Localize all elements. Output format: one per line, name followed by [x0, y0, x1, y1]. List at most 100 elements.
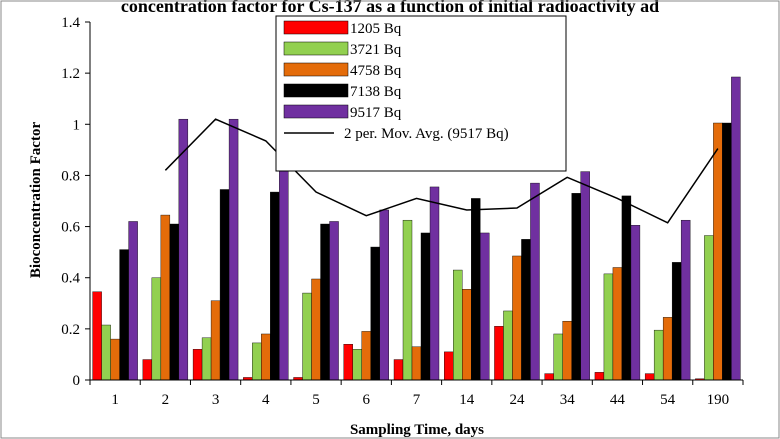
x-tick-label: 54: [660, 392, 676, 408]
bar-4758-bq-6: [361, 331, 371, 381]
bar-7138-bq-54: [671, 262, 682, 381]
bar-4758-bq-5: [311, 278, 321, 381]
bar-4758-bq-3: [210, 300, 221, 381]
legend-swatch-3721-bq: [283, 41, 349, 56]
y-tick-label: 0.6: [61, 220, 80, 236]
bar-9517-bq-190: [731, 76, 741, 381]
bar-4758-bq-44: [612, 267, 623, 381]
x-tick-label: 190: [707, 392, 730, 408]
legend-swatch-7138-bq: [283, 83, 349, 98]
legend-swatch-4758-bq: [283, 62, 349, 77]
x-tick-label: 7: [413, 392, 421, 408]
trendline-layer: [164, 118, 719, 224]
y-tick-label: 1: [73, 117, 81, 133]
bar-3721-bq-14: [453, 269, 463, 381]
bar-9517-bq-1: [128, 221, 138, 381]
bar-7138-bq-2: [169, 223, 180, 381]
legend-swatch-9517-bq: [283, 104, 349, 119]
legend-label: 7138 Bq: [350, 84, 402, 100]
bar-1205-bq-7: [393, 359, 404, 381]
bar-9517-bq-54: [680, 219, 691, 381]
trendline-moving-average: [164, 118, 719, 224]
x-axis-title: Sampling Time, days: [350, 422, 484, 438]
x-tick-label: 5: [312, 392, 320, 408]
x-tick-label: 3: [212, 392, 220, 408]
bar-4758-bq-54: [662, 317, 673, 381]
bar-7138-bq-24: [521, 239, 531, 381]
bar-3721-bq-7: [402, 219, 413, 381]
legend-label: 1205 Bq: [350, 21, 402, 37]
bar-9517-bq-7: [429, 186, 440, 381]
x-tick-label: 14: [459, 392, 475, 408]
bar-3721-bq-3: [201, 337, 212, 381]
bar-4758-bq-1: [110, 338, 120, 381]
y-axis-title: Bioconcentration Factor: [28, 122, 44, 279]
bar-9517-bq-34: [580, 171, 590, 381]
bar-9517-bq-2: [178, 118, 189, 381]
bar-7138-bq-14: [471, 198, 481, 381]
bar-7138-bq-5: [320, 223, 330, 381]
bar-7138-bq-44: [621, 195, 632, 381]
bar-1205-bq-34: [544, 373, 554, 381]
bar-4758-bq-14: [462, 289, 472, 381]
bar-7138-bq-6: [370, 246, 380, 381]
bar-4758-bq-7: [411, 346, 422, 381]
bar-9517-bq-6: [379, 209, 389, 381]
bar-7138-bq-190: [722, 122, 732, 381]
y-tick-label: 0: [73, 373, 81, 389]
bar-1205-bq-44: [594, 372, 605, 381]
x-tick-label: 4: [262, 392, 270, 408]
bar-7138-bq-1: [119, 249, 129, 381]
bar-9517-bq-3: [228, 118, 239, 381]
bar-3721-bq-44: [603, 273, 614, 381]
bar-1205-bq-6: [343, 344, 353, 381]
bar-4758-bq-190: [713, 122, 723, 381]
bars-layer: [92, 76, 741, 381]
y-tick-label: 0.4: [61, 271, 80, 287]
bar-7138-bq-7: [420, 232, 431, 381]
bar-4758-bq-2: [160, 214, 171, 381]
y-tick-label: 0.8: [61, 168, 80, 184]
legend-label: 2 per. Mov. Avg. (9517 Bq): [344, 126, 509, 142]
bar-1205-bq-24: [494, 326, 504, 381]
bar-7138-bq-34: [571, 193, 581, 381]
bar-1205-bq-1: [92, 291, 102, 381]
bar-3721-bq-190: [704, 235, 714, 381]
y-tick-label: 1.2: [61, 66, 80, 82]
x-tick-label: 2: [162, 392, 170, 408]
legend-swatch-1205-bq: [283, 20, 349, 35]
bar-9517-bq-5: [329, 221, 339, 381]
x-tick-label: 1: [111, 392, 119, 408]
legend: 1205 Bq 3721 Bq 4758 Bq 7138 Bq 9517 Bq 2 per…: [275, 15, 567, 172]
bar-3721-bq-5: [302, 292, 312, 381]
x-tick-label: 34: [560, 392, 576, 408]
legend-label: 9517 Bq: [350, 105, 402, 121]
bar-9517-bq-24: [530, 182, 540, 381]
bar-3721-bq-4: [252, 342, 262, 381]
bar-4758-bq-4: [261, 333, 271, 381]
bar-1205-bq-14: [444, 351, 454, 381]
bar-4758-bq-34: [562, 320, 572, 381]
x-tick-label: 44: [610, 392, 626, 408]
bar-3721-bq-24: [503, 310, 513, 381]
bar-7138-bq-3: [219, 189, 230, 381]
bar-4758-bq-24: [512, 255, 522, 381]
bar-9517-bq-14: [480, 232, 490, 381]
x-tick-label: 24: [509, 392, 525, 408]
legend-label: 3721 Bq: [350, 42, 402, 58]
bar-1205-bq-54: [644, 373, 655, 381]
bar-3721-bq-6: [352, 349, 362, 381]
chart-title: concentration factor for Cs-137 as a fun…: [121, 0, 659, 16]
bar-3721-bq-1: [101, 324, 111, 381]
bar-7138-bq-4: [270, 191, 280, 381]
y-tick-label: 0.2: [61, 322, 80, 338]
legend-label: 4758 Bq: [350, 63, 402, 79]
bar-1205-bq-2: [142, 359, 153, 381]
x-tick-label: 6: [363, 392, 371, 408]
bar-1205-bq-3: [192, 349, 203, 381]
bar-3721-bq-2: [151, 277, 162, 381]
bar-3721-bq-54: [653, 329, 664, 381]
